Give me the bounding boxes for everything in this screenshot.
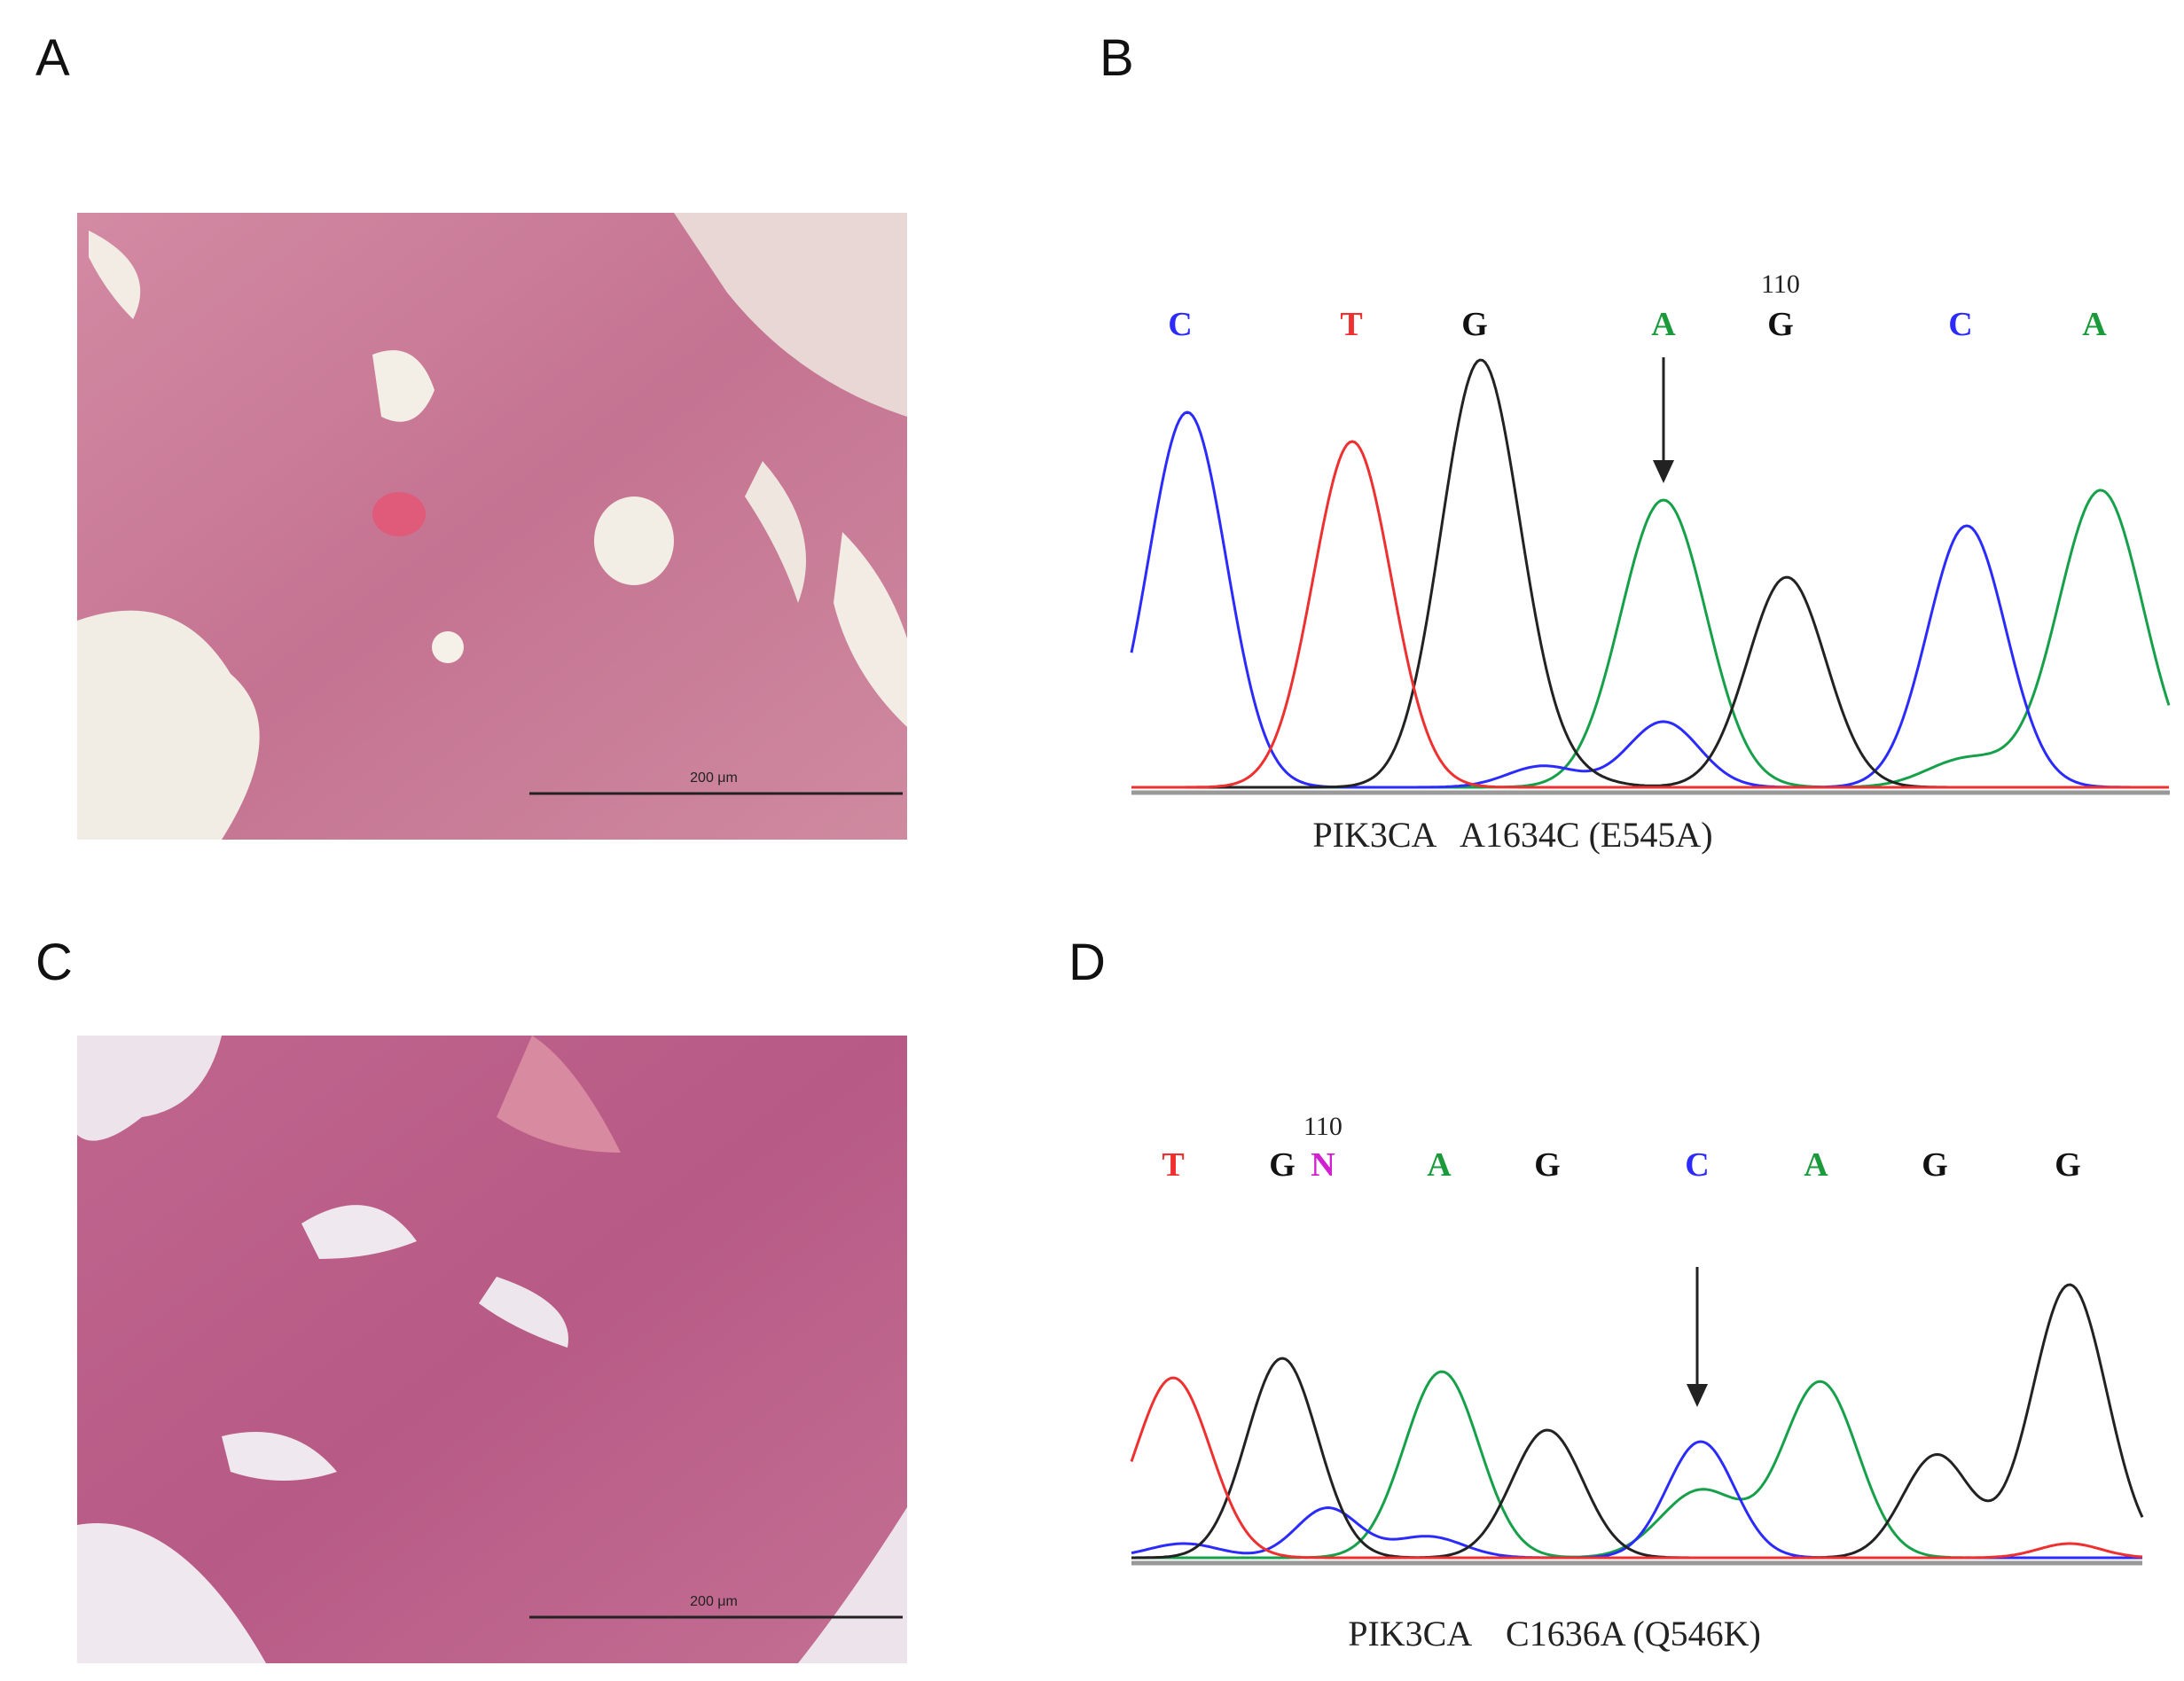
base-call: A: [1651, 306, 1676, 343]
arrow-head: [1687, 1384, 1708, 1407]
base-call: A: [1427, 1146, 1452, 1184]
base-call: A: [1804, 1146, 1828, 1184]
histology-image: 200 μm: [77, 213, 907, 840]
scale-bar-label: 200 μm: [690, 770, 738, 786]
base-call: C: [1948, 306, 1972, 343]
panel-label: B: [1100, 29, 1134, 87]
panel-label: C: [35, 934, 73, 991]
base-call: T: [1340, 306, 1362, 343]
base-call: G: [1534, 1146, 1561, 1184]
position-number: 110: [1761, 270, 1800, 299]
base-call: A: [2082, 306, 2107, 343]
panel-label: D: [1069, 934, 1106, 991]
base-call: N: [1311, 1146, 1335, 1184]
caption: PIK3CA C1636A (Q546K): [1348, 1614, 1761, 1654]
trace: [1131, 1370, 2142, 1560]
base-call: G: [1269, 1146, 1296, 1184]
trace: [1131, 440, 2169, 789]
trace: [1131, 1283, 2144, 1560]
base-call: C: [1168, 306, 1192, 343]
base-call: G: [1767, 306, 1794, 343]
caption: PIK3CA A1634C (E545A): [1312, 815, 1712, 855]
position-number: 110: [1303, 1112, 1342, 1141]
trace: [1130, 1376, 2143, 1560]
histology-image: 200 μm: [77, 1036, 907, 1663]
chromatogram: C T G A G C A 110 PIK3CA A1634C (E545A): [1130, 270, 2171, 855]
trace: [1130, 410, 2169, 789]
base-call: C: [1685, 1146, 1709, 1184]
arrow-head: [1653, 460, 1674, 483]
panel-label: A: [35, 29, 70, 87]
base-call: G: [1461, 306, 1488, 343]
base-call: T: [1162, 1146, 1184, 1184]
trace: [1131, 489, 2171, 789]
scale-bar-label: 200 μm: [690, 1594, 738, 1609]
base-call: G: [2055, 1146, 2081, 1184]
base-call: G: [1922, 1146, 1948, 1184]
trace: [1131, 358, 2169, 789]
